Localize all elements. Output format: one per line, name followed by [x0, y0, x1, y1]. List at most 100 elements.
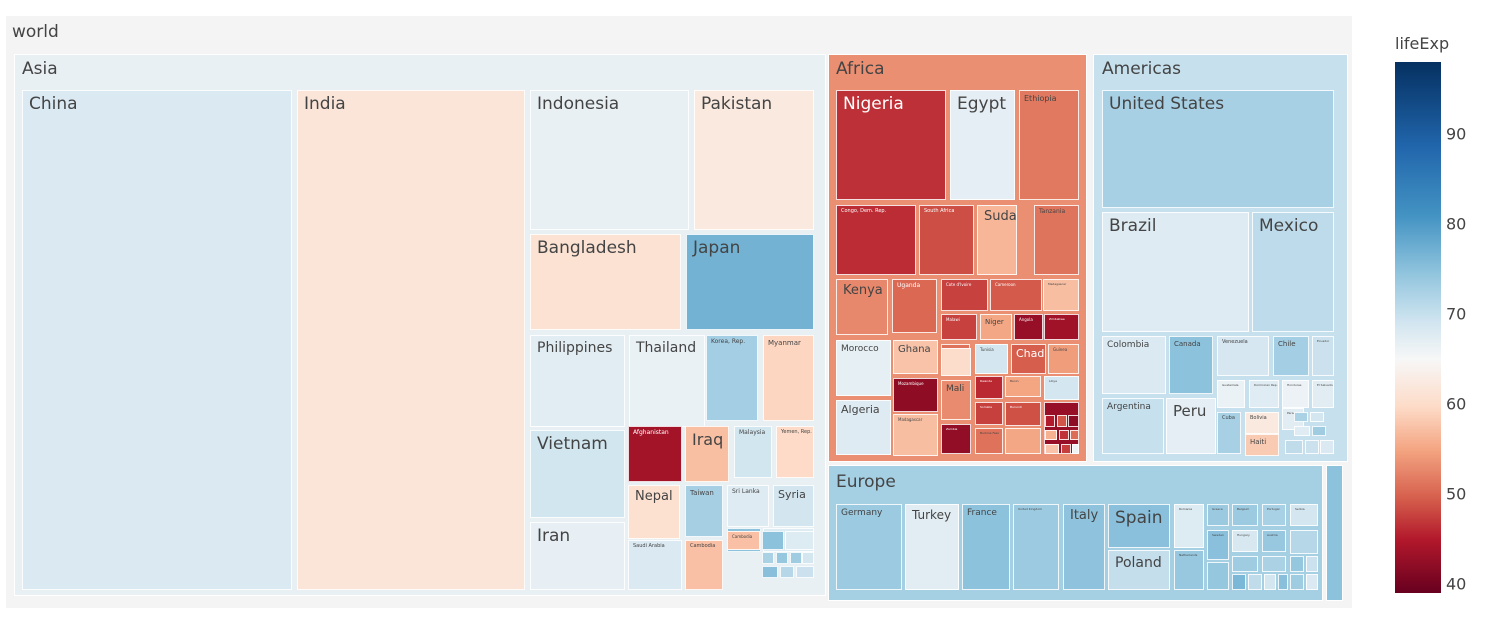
- treemap-tile-korea-rep-[interactable]: Korea, Rep.: [706, 335, 758, 421]
- treemap-tile-zambia[interactable]: Zambia: [941, 424, 971, 454]
- treemap-tile-tunisia[interactable]: Tunisia: [975, 344, 1008, 374]
- treemap-tile-turkey[interactable]: Turkey: [905, 504, 959, 590]
- treemap-tile-small[interactable]: [1294, 412, 1308, 422]
- treemap-tile-ecuador[interactable]: Ecuador: [1312, 336, 1334, 376]
- treemap-tile-small[interactable]: [1207, 562, 1229, 590]
- treemap-tile-nepal[interactable]: Nepal: [628, 485, 680, 539]
- treemap-tile-small[interactable]: [1072, 444, 1079, 454]
- treemap-tile-angola[interactable]: Angola: [1014, 314, 1043, 340]
- treemap-tile-small[interactable]: [1306, 556, 1318, 572]
- treemap-tile-tanzania[interactable]: Tanzania: [1034, 205, 1079, 275]
- treemap-tile-saudi-arabia[interactable]: Saudi Arabia: [628, 540, 682, 590]
- treemap-tile-small[interactable]: [1070, 430, 1079, 440]
- treemap-tile-united-states[interactable]: United States: [1102, 90, 1334, 208]
- treemap-tile-sri-lanka[interactable]: Sri Lanka: [727, 485, 769, 527]
- treemap-tile-small[interactable]: [1045, 444, 1059, 454]
- treemap-tile-portugal[interactable]: Portugal: [1262, 504, 1286, 526]
- treemap-tile-indonesia[interactable]: Indonesia: [530, 90, 689, 230]
- treemap-tile-yemen-rep-[interactable]: Yemen, Rep.: [776, 426, 814, 478]
- treemap-tile-hungary[interactable]: Hungary: [1232, 530, 1258, 552]
- treemap-tile-france[interactable]: France: [962, 504, 1010, 590]
- treemap-tile-mexico[interactable]: Mexico: [1252, 212, 1334, 332]
- treemap-tile-belgium[interactable]: Belgium: [1232, 504, 1258, 526]
- treemap-tile-burundi[interactable]: Burundi: [1005, 402, 1041, 426]
- treemap-tile-small[interactable]: [1232, 574, 1246, 590]
- treemap-tile-small[interactable]: [1068, 415, 1079, 427]
- continent-label-africa[interactable]: Africa: [836, 59, 885, 79]
- treemap-tile-madagascar[interactable]: Madagascar: [1043, 279, 1079, 311]
- treemap-tile-mozambique[interactable]: Mozambique: [893, 378, 938, 412]
- treemap-tile-rwanda[interactable]: Rwanda: [975, 376, 1003, 399]
- treemap-tile-afghanistan[interactable]: Afghanistan: [628, 426, 682, 482]
- treemap-tile-philippines[interactable]: Philippines: [530, 335, 625, 427]
- treemap-tile-malaysia[interactable]: Malaysia: [734, 426, 772, 478]
- treemap-tile-madagascar[interactable]: Madagascar: [893, 414, 938, 456]
- treemap-tile-small[interactable]: [1285, 440, 1303, 454]
- treemap-tile-ghana[interactable]: Ghana: [893, 340, 938, 374]
- treemap-tile-small[interactable]: [1232, 556, 1258, 572]
- treemap-tile-libya[interactable]: Libya: [1044, 376, 1079, 400]
- treemap-tile-small[interactable]: [1320, 440, 1334, 454]
- treemap-tile-thailand[interactable]: Thailand: [629, 335, 705, 427]
- treemap-tile-niger[interactable]: Niger: [980, 314, 1012, 340]
- treemap-tile-sweden[interactable]: Sweden: [1207, 530, 1229, 560]
- continent-label-asia[interactable]: Asia: [22, 59, 58, 79]
- treemap-tile-small[interactable]: [780, 566, 794, 578]
- treemap-tile-cuba[interactable]: Cuba: [1217, 412, 1241, 454]
- treemap-tile-cambodia[interactable]: Cambodia: [727, 531, 760, 550]
- treemap-tile-uganda[interactable]: Uganda: [892, 279, 937, 333]
- treemap-tile-small[interactable]: [1305, 440, 1319, 454]
- treemap-tile-morocco[interactable]: Morocco: [836, 340, 891, 396]
- treemap-tile-austria[interactable]: Austria: [1262, 530, 1286, 552]
- treemap-tile-small[interactable]: [1290, 574, 1304, 590]
- treemap-tile-egypt[interactable]: Egypt: [950, 90, 1015, 200]
- treemap-tile-small[interactable]: [762, 552, 774, 564]
- treemap-tile-romania[interactable]: Romania: [1174, 504, 1204, 548]
- treemap-tile-jordan[interactable]: [785, 531, 814, 550]
- treemap-tile-zimbabwe[interactable]: Zimbabwe: [1044, 314, 1079, 340]
- treemap-tile-cote-d-ivoire[interactable]: Cote d'Ivoire: [941, 279, 988, 311]
- treemap-tile-small[interactable]: [1059, 430, 1069, 440]
- world-label[interactable]: world: [12, 22, 59, 42]
- treemap-tile-china[interactable]: China: [22, 90, 292, 590]
- treemap-tile-small[interactable]: [1312, 426, 1326, 436]
- treemap-tile-small[interactable]: [1061, 444, 1071, 454]
- treemap-tile-small[interactable]: [762, 566, 778, 578]
- treemap-tile-chile[interactable]: Chile: [1273, 336, 1309, 376]
- treemap-tile-syria[interactable]: Syria: [773, 485, 814, 527]
- treemap-tile-chad[interactable]: Chad: [1011, 344, 1046, 374]
- treemap-tile-senegal[interactable]: [941, 348, 971, 376]
- treemap-tile-venezuela[interactable]: Venezuela: [1217, 336, 1269, 376]
- treemap-tile-iraq[interactable]: Iraq: [685, 426, 729, 482]
- treemap-tile-vietnam[interactable]: Vietnam: [530, 430, 625, 518]
- treemap-tile-ethiopia[interactable]: Ethiopia: [1019, 90, 1079, 200]
- treemap-tile-small[interactable]: [1045, 415, 1055, 427]
- treemap-tile-canada[interactable]: Canada: [1169, 336, 1213, 394]
- treemap-tile-cambodia[interactable]: Cambodia: [685, 540, 723, 590]
- continent-label-americas[interactable]: Americas: [1102, 59, 1181, 79]
- treemap-tile-small[interactable]: [1264, 574, 1276, 590]
- treemap-tile-mali[interactable]: Mali: [941, 380, 971, 420]
- treemap-tile-congo-dem-rep-[interactable]: Congo, Dem. Rep.: [836, 205, 916, 275]
- treemap-tile-somalia[interactable]: Somalia: [975, 402, 1003, 425]
- treemap-tile-pakistan[interactable]: Pakistan: [694, 90, 814, 230]
- treemap-tile-dominican-rep-[interactable]: Dominican Rep.: [1249, 380, 1279, 408]
- treemap-tile-kenya[interactable]: Kenya: [836, 279, 888, 335]
- continent-panel-oceania[interactable]: [1326, 465, 1343, 601]
- treemap-tile-sudan[interactable]: Sudan: [977, 205, 1017, 275]
- treemap-tile-brazil[interactable]: Brazil: [1102, 212, 1249, 332]
- treemap-tile-india[interactable]: India: [297, 90, 525, 590]
- treemap-tile-burkina-faso[interactable]: Burkina Faso: [975, 428, 1003, 454]
- treemap-tile-small[interactable]: [802, 552, 814, 564]
- treemap-tile-small[interactable]: [1248, 574, 1262, 590]
- treemap-tile-germany[interactable]: Germany: [836, 504, 902, 590]
- treemap-tile-small[interactable]: [776, 552, 788, 564]
- treemap-tile-benin[interactable]: Benin: [1005, 376, 1041, 397]
- treemap-tile-spain[interactable]: Spain: [1108, 504, 1170, 548]
- treemap-tile-small[interactable]: [1278, 574, 1288, 590]
- treemap-tile-greece[interactable]: Greece: [1207, 504, 1229, 526]
- treemap-tile-japan[interactable]: Japan: [686, 234, 814, 330]
- treemap-tile-united-kingdom[interactable]: United Kingdom: [1013, 504, 1059, 590]
- treemap-tile-peru[interactable]: Peru: [1166, 398, 1216, 454]
- treemap-tile-serbia[interactable]: Serbia: [1290, 504, 1318, 526]
